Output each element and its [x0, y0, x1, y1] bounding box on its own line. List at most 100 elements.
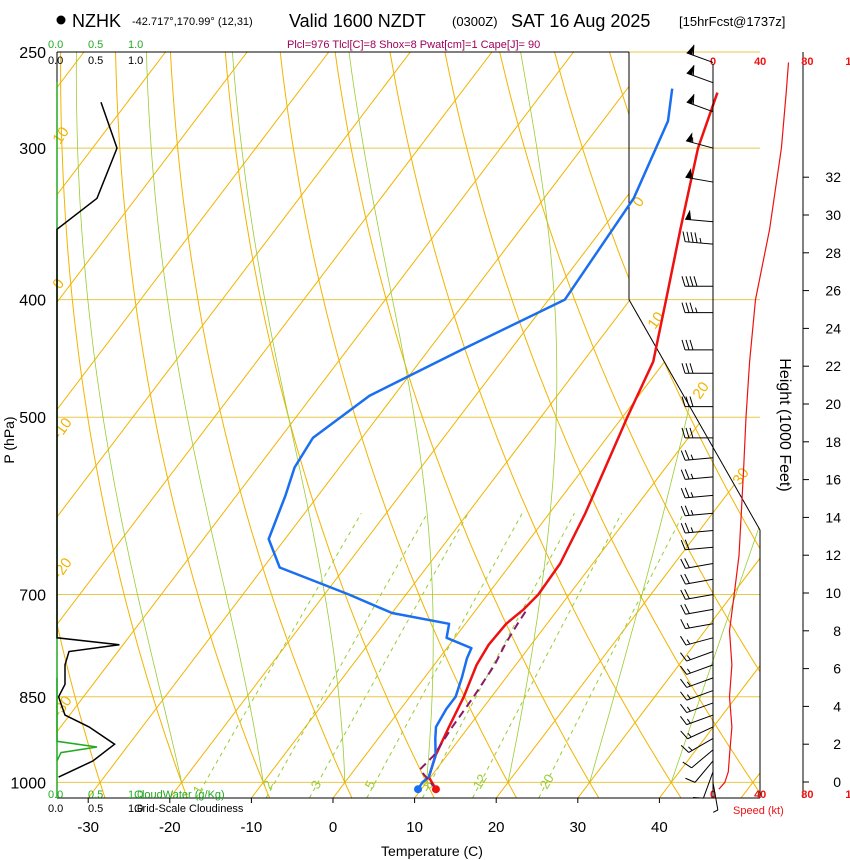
wind-barb [680, 505, 714, 517]
wind-barb [685, 760, 714, 783]
wind-barb-staff [686, 714, 714, 726]
isotherm-line [659, 52, 760, 798]
height-tick-label: 32 [825, 169, 841, 185]
wind-barb [680, 738, 714, 753]
cloudiness-scale-tick: 0.5 [88, 803, 103, 815]
wind-barb-staff [686, 52, 714, 63]
height-tick-label: 6 [833, 661, 841, 677]
pressure-tick-label: 400 [19, 293, 46, 310]
height-tick-label: 18 [825, 434, 841, 450]
wind-speed-top-tick: 40 [754, 56, 766, 68]
wind-speed-top-tick: 80 [801, 56, 813, 68]
dry-adiabat-line [554, 52, 760, 798]
wind-barb-full [681, 396, 686, 407]
wind-barb-full [680, 589, 686, 600]
wind-barb-full [685, 363, 690, 374]
wind-barb-staff [688, 738, 714, 753]
wind-barb-full [680, 744, 690, 753]
wind-barb [681, 276, 713, 287]
mixing-ratio-line [538, 513, 685, 798]
wind-barb-staff [685, 546, 714, 551]
wind-barb-half [712, 809, 719, 813]
wind-barb-staff [686, 651, 714, 662]
height-tick-label: 26 [825, 283, 841, 299]
wind-barb-full [680, 574, 686, 585]
wind-barb [681, 339, 713, 351]
wind-barb-full [690, 232, 694, 243]
wind-barb [680, 619, 714, 630]
wind-barb-full [680, 730, 688, 740]
wind-barb-full [689, 302, 694, 313]
wind-barb [680, 603, 714, 615]
wind-barb-staff [686, 72, 714, 84]
wind-panel: 0246810121416182022242628303200404080801… [680, 44, 850, 813]
wind-barb-full [689, 339, 694, 351]
wind-barb [686, 94, 714, 113]
wind-barb-full [680, 619, 686, 629]
mixing-ratio-label: 12 [470, 771, 490, 791]
pressure-tick-label: 850 [19, 690, 46, 707]
moist-adiabat-line [146, 52, 264, 783]
utc-time: (0300Z) [452, 14, 498, 29]
dry-adiabat-line [224, 52, 435, 798]
wind-barb-full [684, 522, 690, 533]
dry-adiabat-line [829, 52, 850, 798]
wind-barb-staff [685, 637, 714, 646]
wind-barb-half [686, 668, 691, 674]
wind-barb [680, 539, 714, 551]
wind-barb-half [686, 639, 691, 645]
wind-barb-full [692, 65, 695, 76]
wind-barb-half [686, 623, 690, 629]
wind-barb-full [689, 363, 694, 374]
wind-barb-full [684, 603, 690, 614]
wind-barb-staff [686, 101, 714, 113]
mixing-ratio-line [472, 513, 623, 798]
wind-barb-full [692, 796, 704, 799]
wind-barb-half [690, 527, 694, 533]
pressure-tick-label: 300 [19, 141, 46, 158]
wind-barb [680, 449, 714, 461]
wind-barb-full [684, 505, 690, 516]
wind-barb-half [690, 454, 694, 460]
wind-barb-full [680, 665, 688, 675]
wind-barb-full [686, 231, 690, 243]
wind-barb-full [680, 691, 688, 701]
isotherm-line [577, 52, 760, 798]
wind-barb [680, 651, 714, 662]
height-tick-label: 0 [833, 774, 841, 790]
wind-barb-full [681, 276, 686, 287]
cloudiness-scale-tick: 0.5 [88, 55, 103, 67]
wind-barb [685, 209, 714, 223]
wind-barb-full [680, 558, 686, 569]
wind-barb [680, 664, 714, 675]
wind-barb [680, 726, 714, 740]
wind-barb [682, 231, 714, 245]
wind-barb [686, 44, 714, 63]
wind-barb-flag [686, 94, 694, 105]
wind-barb-staff [687, 726, 714, 740]
valid-time: Valid 1600 NZDT [289, 11, 426, 31]
wind-barb-full [680, 505, 686, 516]
wind-barb [681, 427, 713, 439]
wind-barb-staff [685, 594, 714, 600]
isotherm-label: 20 [689, 379, 712, 402]
wind-barb [680, 469, 714, 480]
valid-date: SAT 16 Aug 2025 [511, 11, 650, 31]
wind-barb-staff [686, 702, 714, 714]
x-tick-label: -30 [77, 819, 99, 836]
wind-barb [680, 573, 714, 585]
temperature-line [427, 92, 719, 790]
wind-barb [681, 302, 713, 314]
wind-barb-flag [685, 132, 693, 143]
sounding-series [267, 88, 719, 794]
pressure-tick-label: 700 [19, 587, 46, 604]
mixing-ratio-line [308, 513, 469, 798]
wind-barb-full [681, 339, 686, 351]
wind-barb-staff [686, 664, 714, 675]
isotherm-line [495, 52, 760, 798]
isotherm-line [57, 52, 248, 798]
wind-barb-half [686, 718, 691, 724]
wind-barb [682, 749, 714, 769]
wind-barb-half [688, 746, 693, 751]
